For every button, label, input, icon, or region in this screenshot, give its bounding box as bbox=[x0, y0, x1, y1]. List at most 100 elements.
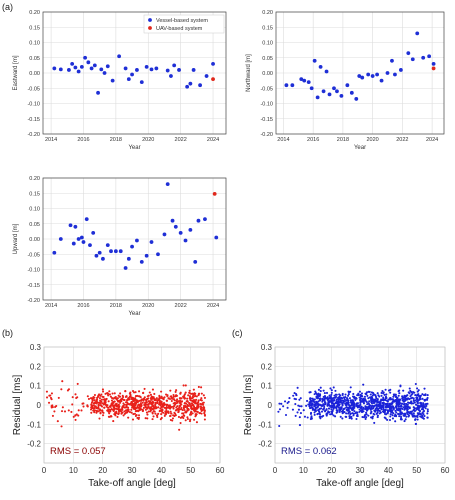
residual-point bbox=[313, 401, 316, 404]
residual-point bbox=[365, 393, 368, 396]
residual-point bbox=[298, 398, 301, 401]
residual-point bbox=[406, 409, 409, 412]
residual-point bbox=[171, 417, 175, 420]
vessel-point bbox=[154, 66, 159, 71]
residual-point bbox=[420, 401, 423, 405]
residual-point bbox=[143, 397, 146, 401]
residual-point bbox=[118, 408, 121, 411]
residual-point bbox=[412, 406, 415, 409]
residual-point bbox=[426, 402, 429, 405]
residual-point bbox=[342, 399, 345, 402]
residual-point bbox=[187, 404, 190, 407]
residual-point bbox=[180, 416, 184, 419]
residual-point bbox=[138, 390, 141, 393]
residual-point bbox=[278, 408, 282, 411]
residual-point bbox=[90, 401, 94, 404]
residual-point bbox=[325, 408, 328, 411]
residual-point bbox=[131, 389, 135, 393]
residual-point bbox=[320, 404, 323, 407]
residual-point bbox=[140, 403, 143, 406]
residual-point bbox=[174, 409, 177, 412]
residual-point bbox=[96, 396, 99, 400]
residual-point bbox=[376, 411, 379, 414]
vessel-point bbox=[130, 72, 134, 77]
residual-point bbox=[181, 408, 184, 412]
vessel-point bbox=[193, 259, 198, 264]
residual-point bbox=[370, 410, 373, 413]
residual-point bbox=[338, 408, 341, 411]
residual-point bbox=[414, 422, 417, 425]
residual-point bbox=[421, 406, 424, 410]
residual-point bbox=[90, 397, 93, 400]
legend-entry: UAV-based system bbox=[156, 26, 203, 32]
residual-point bbox=[368, 404, 372, 407]
residual-point bbox=[165, 406, 168, 409]
x-tick-label: 60 bbox=[216, 466, 225, 475]
residual-point bbox=[349, 404, 353, 407]
residual-point bbox=[106, 392, 109, 395]
residual-point bbox=[326, 397, 329, 400]
residual-point bbox=[361, 395, 364, 398]
residual-point bbox=[415, 407, 418, 410]
residual-point bbox=[421, 414, 424, 417]
residual-point bbox=[341, 417, 344, 420]
residual-point bbox=[345, 415, 348, 418]
residual-point bbox=[194, 407, 197, 410]
residual-point bbox=[80, 409, 83, 412]
residual-point bbox=[111, 402, 114, 405]
residual-point bbox=[396, 402, 399, 405]
residual-point bbox=[201, 402, 204, 405]
vessel-point bbox=[172, 63, 177, 68]
panel-label-c: (c) bbox=[232, 328, 243, 338]
residual-point bbox=[376, 401, 379, 404]
x-tick-label: 30 bbox=[356, 466, 365, 475]
residual-point bbox=[183, 397, 187, 400]
vessel-point bbox=[58, 67, 63, 72]
residual-point bbox=[408, 397, 411, 401]
residual-point bbox=[192, 409, 196, 412]
residual-point bbox=[132, 413, 135, 416]
residual-point bbox=[323, 405, 326, 409]
residual-point bbox=[339, 406, 343, 409]
residual-point bbox=[120, 400, 123, 403]
residual-point bbox=[398, 405, 401, 408]
residual-point bbox=[321, 415, 324, 418]
residual-point bbox=[154, 412, 157, 415]
residual-point bbox=[169, 410, 172, 413]
x-tick-label: 2024 bbox=[207, 137, 219, 143]
residual-point bbox=[382, 397, 385, 400]
x-tick-label: 2020 bbox=[142, 137, 154, 143]
residual-point bbox=[147, 410, 150, 413]
residual-point bbox=[399, 413, 402, 416]
residual-point bbox=[137, 400, 140, 403]
residual-point bbox=[361, 408, 364, 411]
residual-point bbox=[330, 389, 333, 392]
residual-point bbox=[405, 415, 408, 418]
residual-point bbox=[277, 410, 280, 413]
residual-point bbox=[347, 394, 350, 397]
residual-point bbox=[177, 407, 180, 410]
residual-point bbox=[112, 397, 115, 400]
residual-point bbox=[182, 384, 185, 387]
residual-point bbox=[422, 402, 425, 406]
residual-point bbox=[98, 397, 102, 400]
residual-point bbox=[200, 399, 203, 402]
residual-point bbox=[345, 412, 348, 415]
vessel-point bbox=[431, 61, 436, 66]
residual-point bbox=[130, 404, 133, 407]
residual-point bbox=[426, 416, 429, 419]
residual-point bbox=[175, 402, 178, 405]
y-tick-label: 0.15 bbox=[29, 25, 40, 31]
y-axis-label: Residual [ms] bbox=[243, 374, 254, 435]
residual-point bbox=[353, 403, 356, 406]
residual-point bbox=[311, 407, 314, 410]
residual-point bbox=[50, 392, 53, 395]
vessel-point bbox=[211, 61, 215, 66]
residual-point bbox=[371, 407, 374, 410]
residual-point bbox=[327, 407, 331, 410]
residual-point bbox=[392, 395, 395, 398]
residual-point bbox=[308, 401, 311, 404]
residual-point bbox=[160, 390, 163, 393]
rms-annotation: RMS = 0.062 bbox=[281, 446, 337, 457]
uav-point bbox=[211, 77, 215, 81]
